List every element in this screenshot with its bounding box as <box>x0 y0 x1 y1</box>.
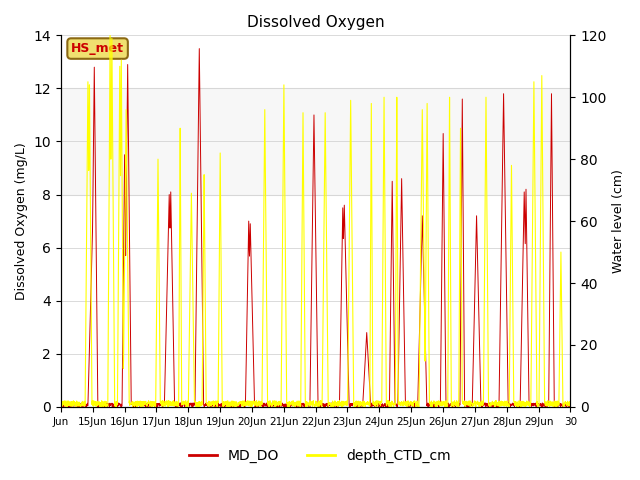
Bar <box>61 88 570 194</box>
Legend: MD_DO, depth_CTD_cm: MD_DO, depth_CTD_cm <box>184 443 456 468</box>
Title: Dissolved Oxygen: Dissolved Oxygen <box>247 15 385 30</box>
Text: HS_met: HS_met <box>71 42 124 55</box>
Y-axis label: Water level (cm): Water level (cm) <box>612 169 625 273</box>
Y-axis label: Dissolved Oxygen (mg/L): Dissolved Oxygen (mg/L) <box>15 142 28 300</box>
